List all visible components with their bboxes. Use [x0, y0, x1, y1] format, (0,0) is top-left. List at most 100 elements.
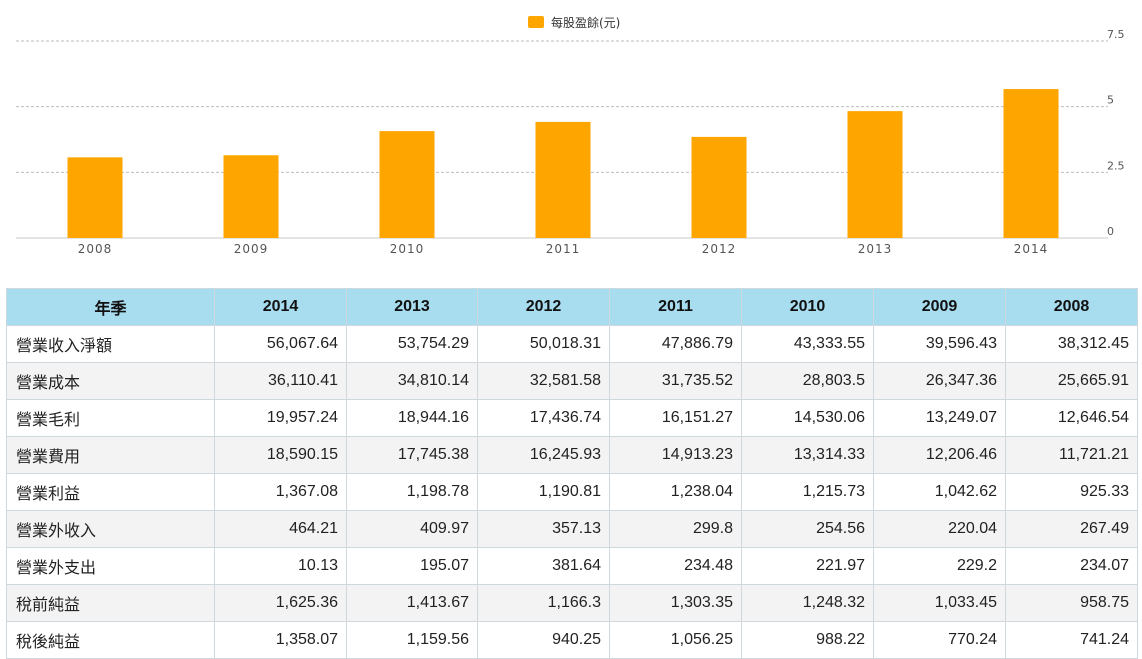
cell-value: 14,530.06	[741, 399, 874, 437]
cell-value: 1,166.3	[477, 584, 610, 622]
bar-2009[interactable]	[223, 155, 279, 238]
table-row: 營業利益 1,367.08 1,198.78 1,190.81 1,238.04 1,21…	[6, 473, 1138, 511]
cell-value: 56,067.64	[214, 325, 347, 363]
cell-value: 43,333.55	[741, 325, 874, 363]
cell-value: 53,754.29	[346, 325, 478, 363]
cell-value: 34,810.14	[346, 362, 478, 400]
cell-value: 221.97	[741, 547, 874, 585]
cell-value: 10.13	[214, 547, 347, 585]
cell-value: 36,110.41	[214, 362, 347, 400]
table-row: 營業成本 36,110.41 34,810.14 32,581.58 31,735.52…	[6, 362, 1138, 400]
cell-value: 958.75	[1005, 584, 1138, 622]
cell-value: 12,206.46	[873, 436, 1006, 474]
cell-value: 234.07	[1005, 547, 1138, 585]
cell-value: 1,042.62	[873, 473, 1006, 511]
cell-value: 940.25	[477, 621, 610, 659]
table-row: 營業外收入 464.21 409.97 357.13 299.8 254.56 220.04…	[6, 510, 1138, 548]
y-axis-ticks: 0 2.5 5 7.5	[1107, 28, 1125, 238]
header-year: 2008	[1005, 288, 1138, 326]
row-label: 營業利益	[6, 473, 215, 511]
y-tick-label: 0	[1107, 225, 1114, 238]
bar-2011[interactable]	[535, 121, 591, 238]
cell-value: 1,056.25	[609, 621, 742, 659]
cell-value: 1,303.35	[609, 584, 742, 622]
y-tick-label: 5	[1107, 94, 1114, 107]
cell-value: 19,957.24	[214, 399, 347, 437]
cell-value: 229.2	[873, 547, 1006, 585]
cell-value: 741.24	[1005, 621, 1138, 659]
cell-value: 195.07	[346, 547, 478, 585]
cell-value: 28,803.5	[741, 362, 874, 400]
y-tick-label: 2.5	[1107, 159, 1125, 172]
x-tick-label: 2014	[1014, 242, 1049, 256]
cell-value: 1,159.56	[346, 621, 478, 659]
cell-value: 1,413.67	[346, 584, 478, 622]
cell-value: 770.24	[873, 621, 1006, 659]
cell-value: 11,721.21	[1005, 436, 1138, 474]
cell-value: 381.64	[477, 547, 610, 585]
cell-value: 988.22	[741, 621, 874, 659]
x-tick-label: 2012	[702, 242, 737, 256]
header-year: 2011	[609, 288, 742, 326]
row-label: 稅前純益	[6, 584, 215, 622]
financial-table: 年季 2014 2013 2012 2011 2010 2009 2008 營業收入淨額 56,…	[6, 288, 1138, 659]
row-label: 營業成本	[6, 362, 215, 400]
cell-value: 17,745.38	[346, 436, 478, 474]
row-label: 營業收入淨額	[6, 325, 215, 363]
cell-value: 13,314.33	[741, 436, 874, 474]
cell-value: 234.48	[609, 547, 742, 585]
cell-value: 47,886.79	[609, 325, 742, 363]
chart-legend[interactable]: 每股盈餘(元)	[528, 15, 620, 30]
cell-value: 39,596.43	[873, 325, 1006, 363]
financial-table-container: 年季 2014 2013 2012 2011 2010 2009 2008 營業收入淨額 56,…	[6, 288, 1138, 659]
cell-value: 50,018.31	[477, 325, 610, 363]
cell-value: 1,033.45	[873, 584, 1006, 622]
bar-2012[interactable]	[691, 136, 747, 238]
cell-value: 464.21	[214, 510, 347, 548]
cell-value: 38,312.45	[1005, 325, 1138, 363]
x-tick-label: 2009	[234, 242, 269, 256]
header-year: 2010	[741, 288, 874, 326]
cell-value: 25,665.91	[1005, 362, 1138, 400]
bar-2014[interactable]	[1003, 89, 1059, 239]
header-year: 2009	[873, 288, 1006, 326]
cell-value: 1,198.78	[346, 473, 478, 511]
legend-swatch	[528, 16, 544, 28]
table-row: 營業毛利 19,957.24 18,944.16 17,436.74 16,151.27…	[6, 399, 1138, 437]
table-row: 稅前純益 1,625.36 1,413.67 1,166.3 1,303.35 1,248…	[6, 584, 1138, 622]
cell-value: 12,646.54	[1005, 399, 1138, 437]
cell-value: 14,913.23	[609, 436, 742, 474]
row-label: 營業外收入	[6, 510, 215, 548]
table-row: 營業外支出 10.13 195.07 381.64 234.48 221.97 229.2 2…	[6, 547, 1138, 585]
x-tick-label: 2011	[546, 242, 581, 256]
cell-value: 1,248.32	[741, 584, 874, 622]
cell-value: 267.49	[1005, 510, 1138, 548]
cell-value: 357.13	[477, 510, 610, 548]
cell-value: 254.56	[741, 510, 874, 548]
cell-value: 299.8	[609, 510, 742, 548]
y-tick-label: 7.5	[1107, 28, 1125, 41]
header-year: 2013	[346, 288, 478, 326]
table-body: 營業收入淨額 56,067.64 53,754.29 50,018.31 47,886.…	[6, 325, 1138, 659]
header-year: 2014	[214, 288, 347, 326]
cell-value: 1,238.04	[609, 473, 742, 511]
eps-bar-chart: 每股盈餘(元) 2008 2009 2010 2011 2012 2013 2014 0 2.…	[16, 15, 1125, 256]
cell-value: 16,245.93	[477, 436, 610, 474]
cell-value: 1,215.73	[741, 473, 874, 511]
table-header-row: 年季 2014 2013 2012 2011 2010 2009 2008	[6, 288, 1138, 326]
row-label: 營業毛利	[6, 399, 215, 437]
cell-value: 16,151.27	[609, 399, 742, 437]
row-label: 稅後純益	[6, 621, 215, 659]
bar-2008[interactable]	[67, 157, 123, 238]
cell-value: 1,367.08	[214, 473, 347, 511]
x-tick-label: 2010	[390, 242, 425, 256]
cell-value: 13,249.07	[873, 399, 1006, 437]
x-axis-ticks: 2008 2009 2010 2011 2012 2013 2014	[78, 242, 1049, 256]
bar-2013[interactable]	[847, 111, 903, 238]
cell-value: 220.04	[873, 510, 1006, 548]
row-label: 營業費用	[6, 436, 215, 474]
cell-value: 1,358.07	[214, 621, 347, 659]
cell-value: 18,944.16	[346, 399, 478, 437]
bar-2010[interactable]	[379, 131, 435, 238]
cell-value: 17,436.74	[477, 399, 610, 437]
